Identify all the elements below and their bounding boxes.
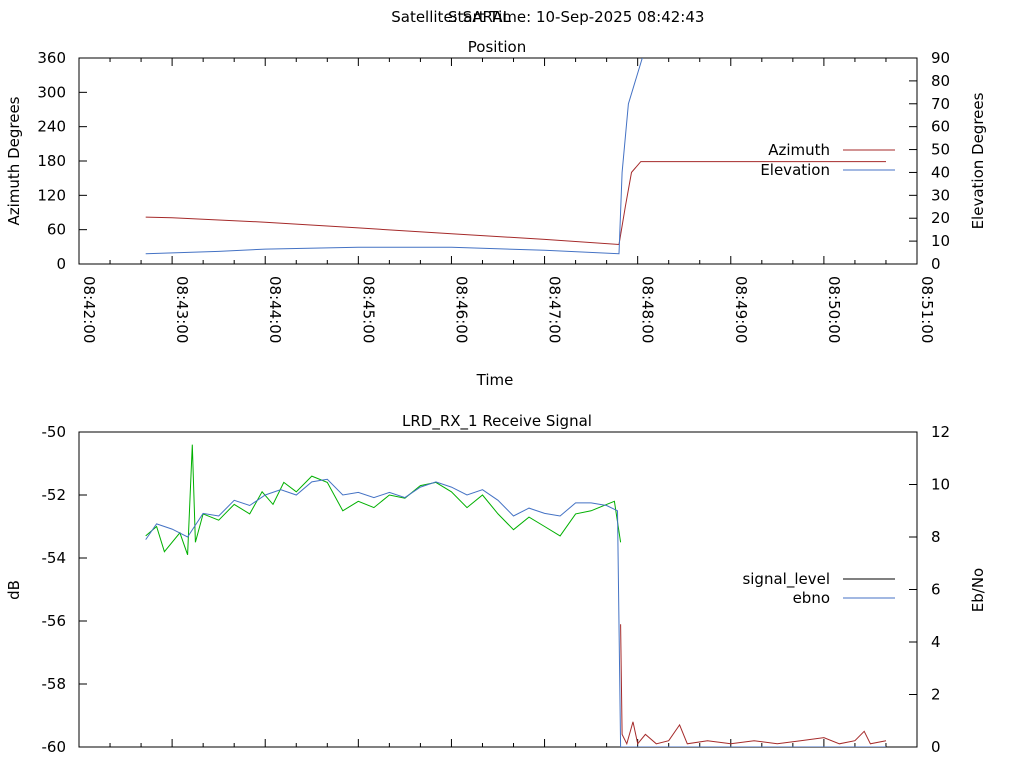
y2-tick-label: 30: [931, 186, 950, 204]
x-tick-label: 08:42:00: [80, 276, 98, 343]
x-tick-label: 08:45:00: [359, 276, 377, 343]
y-tick-label: -52: [42, 486, 67, 504]
y2-tick-label: 0: [931, 255, 941, 273]
position-chart: Position Azimuth Degrees Elevation Degre…: [5, 38, 987, 389]
y2-tick-label: 12: [931, 423, 950, 441]
position-series: [145, 58, 886, 255]
series-line-signal-level: [145, 444, 622, 555]
signal-chart-title: LRD_RX_1 Receive Signal: [402, 412, 592, 431]
y2-tick-label: 8: [931, 528, 941, 546]
signal-y-axis-label: dB: [5, 580, 23, 600]
x-tick-label: 08:51:00: [918, 276, 936, 343]
y2-tick-label: 0: [931, 738, 941, 756]
y2-tick-label: 80: [931, 72, 950, 90]
position-axes: 0 60 120 180 240 300 360 0 10 20 30 40 50 60 70 80 90 08:…: [37, 49, 950, 343]
legend-label-azimuth: Azimuth: [768, 141, 830, 159]
signal-axes: -60 -58 -56 -54 -52 -50 0 2 4 6 8 10 12: [42, 423, 951, 756]
signal-series: [145, 444, 887, 747]
y-tick-label: 360: [37, 49, 66, 67]
y2-tick-label: 40: [931, 163, 950, 181]
y2-tick-label: 10: [931, 476, 950, 494]
y-tick-label: -56: [42, 612, 67, 630]
series-line-azimuth: [145, 161, 886, 246]
y2-tick-label: 6: [931, 581, 941, 599]
series-line-unlabeled: [620, 624, 887, 746]
y-tick-label: -54: [42, 549, 67, 567]
y2-tick-label: 2: [931, 686, 941, 704]
y-tick-label: 60: [47, 221, 66, 239]
y-tick-label: 120: [37, 186, 66, 204]
start-time-label: Start Time: 10-Sep-2025 08:42:43: [448, 8, 704, 26]
position-legend: Azimuth Elevation: [760, 141, 895, 179]
y-tick-label: 240: [37, 118, 66, 136]
y2-tick-label: 10: [931, 232, 950, 250]
y2-tick-label: 4: [931, 633, 941, 651]
y-tick-label: -60: [42, 738, 67, 756]
y2-tick-label: 70: [931, 95, 950, 113]
x-tick-label: 08:48:00: [639, 276, 657, 343]
y-tick-label: -50: [42, 423, 67, 441]
y2-tick-label: 20: [931, 209, 950, 227]
y-tick-label: 300: [37, 83, 66, 101]
x-tick-label: 08:44:00: [266, 276, 284, 343]
y2-tick-label: 90: [931, 49, 950, 67]
signal-chart: LRD_RX_1 Receive Signal dB Eb/No -60-58-…: [5, 412, 987, 756]
y-tick-label: 180: [37, 152, 66, 170]
position-y-axis-label: Azimuth Degrees: [5, 96, 23, 225]
x-tick-label: 08:46:00: [452, 276, 470, 343]
x-tick-label: 08:47:00: [546, 276, 564, 343]
legend-label-elevation: Elevation: [760, 161, 830, 179]
x-tick-label: 08:49:00: [732, 276, 750, 343]
y-tick-label: -58: [42, 675, 67, 693]
x-tick-label: 08:43:00: [173, 276, 191, 343]
series-line-ebno: [145, 478, 886, 747]
y2-tick-label: 60: [931, 118, 950, 136]
legend-label-signal-level: signal_level: [742, 570, 830, 589]
legend-label-ebno: ebno: [793, 589, 830, 607]
position-chart-title: Position: [468, 38, 526, 56]
satellite-label: Satellite: SARAL: [391, 8, 511, 26]
signal-y2-axis-label: Eb/No: [969, 568, 987, 612]
position-x-axis-label: Time: [476, 371, 514, 389]
y2-tick-label: 50: [931, 141, 950, 159]
signal-plot-frame: [78, 431, 918, 748]
series-line-elevation: [145, 58, 643, 255]
y-tick-label: 0: [56, 255, 66, 273]
x-tick-label: 08:50:00: [825, 276, 843, 343]
position-y2-axis-label: Elevation Degrees: [969, 92, 987, 229]
